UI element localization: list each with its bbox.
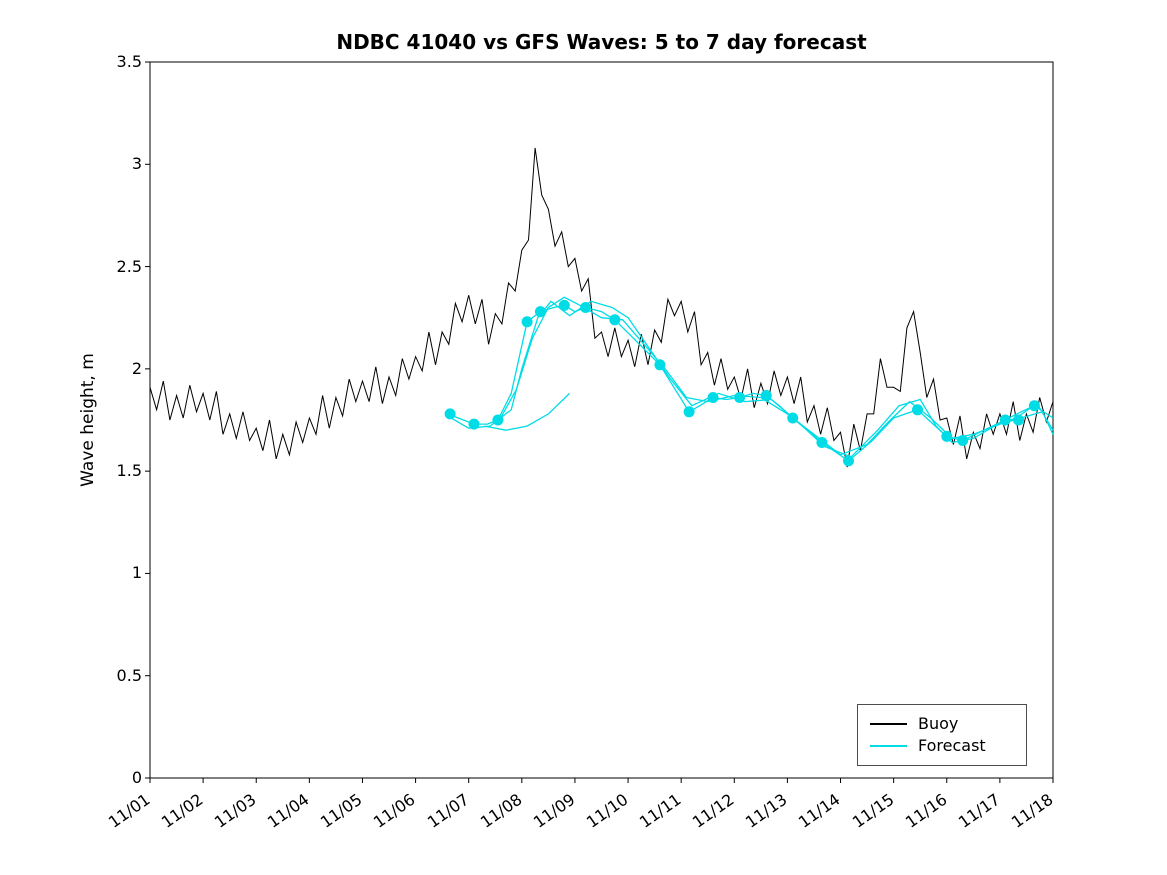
forecast-marker: [912, 404, 923, 416]
forecast-marker: [999, 414, 1011, 426]
forecast-marker: [787, 412, 799, 424]
forecast-marker: [444, 408, 456, 420]
forecast-marker: [534, 306, 546, 318]
axes-box: [149, 61, 1054, 779]
forecast-marker: [707, 392, 719, 403]
forecast-marker: [1013, 414, 1024, 426]
forecast-marker: [468, 418, 480, 430]
y-tick-label: 2.5: [116, 256, 142, 276]
chart-title: NDBC 41040 vs GFS Waves: 5 to 7 day fore…: [336, 30, 867, 54]
legend-label-forecast: Forecast: [918, 736, 986, 755]
y-tick-label: 1: [131, 563, 142, 583]
forecast-marker: [492, 414, 504, 426]
forecast-marker: [957, 435, 969, 446]
forecast-line-4: [500, 296, 1054, 456]
legend: Buoy Forecast: [857, 704, 1027, 766]
y-tick-label: 3.5: [116, 52, 142, 71]
legend-item-forecast: Forecast: [870, 736, 1014, 756]
y-tick-label: 1.5: [116, 461, 142, 481]
forecast-marker: [683, 406, 695, 418]
forecast-line-2: [447, 300, 1054, 458]
y-tick-label: 3: [131, 154, 142, 174]
forecast-marker: [1028, 400, 1040, 412]
buoy-line: [149, 147, 1054, 468]
buoy-line-swatch: [870, 723, 907, 725]
forecast-marker: [609, 314, 621, 326]
forecast-marker: [941, 430, 953, 442]
forecast-marker: [843, 455, 854, 467]
forecast-marker: [654, 359, 666, 371]
forecast-marker: [521, 316, 533, 328]
y-tick-label: 2: [131, 358, 142, 378]
forecast-marker: [816, 437, 828, 448]
forecast-marker: [734, 392, 746, 403]
forecast-line-swatch: [870, 745, 907, 747]
forecast-marker: [558, 299, 570, 311]
y-tick-label: 0: [131, 768, 142, 787]
forecast-marker: [580, 302, 592, 313]
legend-item-buoy: Buoy: [870, 714, 1014, 734]
legend-label-buoy: Buoy: [918, 714, 959, 733]
y-tick-label: 0.5: [116, 665, 142, 685]
forecast-line-3: [484, 392, 571, 431]
forecast-marker: [760, 390, 772, 401]
